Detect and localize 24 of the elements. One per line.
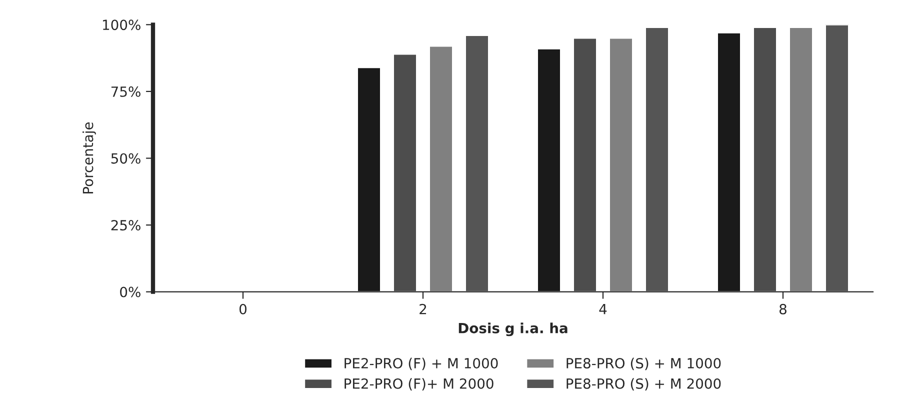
- bar: [752, 26, 778, 292]
- y-tick-label: 50%: [111, 153, 140, 164]
- legend-label: PE8-PRO (S) + M 1000: [566, 358, 721, 370]
- legend-label: PE8-PRO (S) + M 2000: [566, 378, 721, 391]
- y-axis-title: Porcentaje: [82, 122, 96, 194]
- bar: [392, 53, 418, 292]
- y-tick-label: 25%: [111, 220, 140, 230]
- y-tick-label: 100%: [103, 20, 140, 30]
- y-tick-label: 75%: [111, 86, 140, 97]
- bar: [464, 34, 490, 292]
- x-tick-label: 4: [599, 304, 607, 314]
- bar: [788, 26, 814, 292]
- y-tick-label: 0%: [120, 286, 140, 298]
- x-tick-label: 0: [239, 304, 246, 314]
- bar: [608, 37, 634, 292]
- bar: [428, 45, 454, 292]
- x-axis-title: Dosis g i.a. ha: [458, 322, 568, 336]
- bar: [824, 24, 850, 292]
- bar: [572, 37, 598, 292]
- bar: [644, 26, 670, 292]
- legend-label: PE2-PRO (F)+ M 2000: [344, 378, 494, 391]
- x-tick-label: 2: [420, 304, 426, 314]
- x-tick-label: 8: [780, 304, 786, 314]
- legend-label: PE2-PRO (F) + M 1000: [344, 358, 498, 370]
